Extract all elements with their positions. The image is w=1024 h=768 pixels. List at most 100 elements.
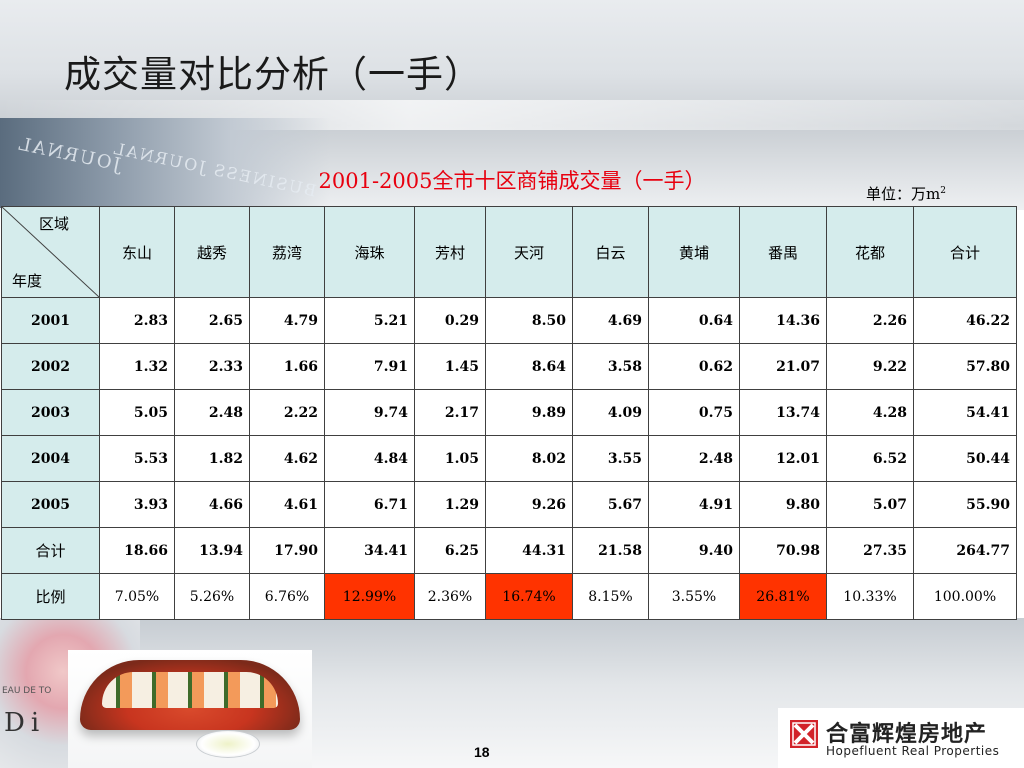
table-cell: 13.74 xyxy=(739,389,827,436)
table-cell: 1.29 xyxy=(414,481,486,528)
table-row: 比例 7.05% 5.26% 6.76% 12.99% 2.36% 16.74% 8.15% 3… xyxy=(1,573,1017,620)
row-header: 2003 xyxy=(1,389,100,436)
table-cell: 0.75 xyxy=(648,389,740,436)
column-header: 海珠 xyxy=(324,206,415,298)
corner-region-label: 区域 xyxy=(38,215,69,233)
table-row: 2005 3.93 4.66 4.61 6.71 1.29 9.26 5.67 4.91 9.80… xyxy=(1,481,1017,528)
table-cell: 4.62 xyxy=(249,435,325,482)
table-cell: 12.01 xyxy=(739,435,827,482)
page-number: 18 xyxy=(474,744,490,760)
table-row: 2001 2.83 2.65 4.79 5.21 0.29 8.50 4.69 0.64 14.3… xyxy=(1,297,1017,344)
table-cell: 21.58 xyxy=(572,527,649,574)
photo-caption-small: EAU DE TO xyxy=(2,686,52,696)
logo-english-name: Hopefluent Real Properties xyxy=(826,744,1000,758)
corner-diagonal-line xyxy=(2,207,99,297)
photo-caption-big: Di xyxy=(4,708,46,738)
table-cell: 5.05 xyxy=(99,389,175,436)
table-cell: 34.41 xyxy=(324,527,415,574)
table-cell: 5.07 xyxy=(826,481,914,528)
logo-chinese-name: 合富辉煌房地产 xyxy=(826,722,988,747)
corner-header-cell: 区域 年度 xyxy=(1,206,100,298)
table-cell: 1.32 xyxy=(99,343,175,390)
table-cell: 9.26 xyxy=(485,481,573,528)
table-row: 2003 5.05 2.48 2.22 9.74 2.17 9.89 4.09 0.75 13.7… xyxy=(1,389,1017,436)
table-cell: 5.67 xyxy=(572,481,649,528)
table-cell: 3.55 xyxy=(572,435,649,482)
sushi-photo-decoration xyxy=(68,650,312,768)
logo-x-icon xyxy=(790,720,818,748)
column-header: 天河 xyxy=(485,206,573,298)
table-cell: 27.35 xyxy=(826,527,914,574)
row-header: 2002 xyxy=(1,343,100,390)
table-cell: 0.62 xyxy=(648,343,740,390)
table-cell: 6.52 xyxy=(826,435,914,482)
company-logo: 合富辉煌房地产 Hopefluent Real Properties xyxy=(778,708,1024,768)
table-cell: 9.22 xyxy=(826,343,914,390)
table-cell: 2.22 xyxy=(249,389,325,436)
table-cell: 70.98 xyxy=(739,527,827,574)
table-cell: 10.33% xyxy=(826,573,914,620)
row-header: 2005 xyxy=(1,481,100,528)
column-header: 花都 xyxy=(826,206,914,298)
table-cell: 4.66 xyxy=(174,481,250,528)
table-cell: 2.17 xyxy=(414,389,486,436)
table-cell: 1.05 xyxy=(414,435,486,482)
table-cell: 14.36 xyxy=(739,297,827,344)
journal-photo-decoration: JOURNAL BUSINESS JOURNAL xyxy=(0,118,330,208)
column-header: 白云 xyxy=(572,206,649,298)
column-header: 东山 xyxy=(99,206,175,298)
logo-mark-icon xyxy=(790,720,818,748)
table-cell: 1.66 xyxy=(249,343,325,390)
column-header: 合计 xyxy=(913,206,1017,298)
row-header: 合计 xyxy=(1,527,100,574)
table-cell: 54.41 xyxy=(913,389,1017,436)
table-cell: 6.25 xyxy=(414,527,486,574)
table-cell: 0.64 xyxy=(648,297,740,344)
table-cell: 4.79 xyxy=(249,297,325,344)
table-cell: 2.33 xyxy=(174,343,250,390)
table-cell: 6.76% xyxy=(249,573,325,620)
table-header-row: 区域 年度 东山 越秀 荔湾 海珠 芳村 天河 白云 黄埔 番禺 花都 合计 xyxy=(1,206,1017,298)
table-cell-highlighted: 16.74% xyxy=(485,573,573,620)
sushi-tray-image xyxy=(80,660,300,730)
table-cell: 2.36% xyxy=(414,573,486,620)
table-cell: 6.71 xyxy=(324,481,415,528)
column-header: 荔湾 xyxy=(249,206,325,298)
table-cell: 21.07 xyxy=(739,343,827,390)
sauce-plate-image xyxy=(196,730,260,758)
table-cell: 4.91 xyxy=(648,481,740,528)
table-cell-highlighted: 12.99% xyxy=(324,573,415,620)
table-row: 2004 5.53 1.82 4.62 4.84 1.05 8.02 3.55 2.48 12.0… xyxy=(1,435,1017,482)
table-cell: 8.15% xyxy=(572,573,649,620)
table-cell: 2.83 xyxy=(99,297,175,344)
table-cell: 17.90 xyxy=(249,527,325,574)
row-header: 2004 xyxy=(1,435,100,482)
table-title: 2001-2005全市十区商铺成交量（一手） xyxy=(318,169,706,193)
corner-year-label: 年度 xyxy=(12,272,43,290)
table-cell: 4.84 xyxy=(324,435,415,482)
table-cell: 8.50 xyxy=(485,297,573,344)
table-cell: 4.61 xyxy=(249,481,325,528)
unit-label: 单位：万m2 xyxy=(866,183,946,204)
table-cell: 100.00% xyxy=(913,573,1017,620)
row-header: 2001 xyxy=(1,297,100,344)
table-cell: 2.26 xyxy=(826,297,914,344)
table-cell: 9.80 xyxy=(739,481,827,528)
table-cell: 8.64 xyxy=(485,343,573,390)
table-cell: 3.93 xyxy=(99,481,175,528)
table-cell: 9.40 xyxy=(648,527,740,574)
table-cell: 2.48 xyxy=(174,389,250,436)
column-header: 黄埔 xyxy=(648,206,740,298)
table-cell: 4.09 xyxy=(572,389,649,436)
table-cell: 7.91 xyxy=(324,343,415,390)
table-cell: 13.94 xyxy=(174,527,250,574)
table-cell: 0.29 xyxy=(414,297,486,344)
unit-superscript: 2 xyxy=(940,186,946,196)
table-cell: 50.44 xyxy=(913,435,1017,482)
table-cell: 18.66 xyxy=(99,527,175,574)
unit-text: 单位：万m xyxy=(866,185,941,203)
table-cell: 44.31 xyxy=(485,527,573,574)
sales-volume-table: 区域 年度 东山 越秀 荔湾 海珠 芳村 天河 白云 黄埔 番禺 花都 合计 2… xyxy=(1,206,1017,620)
column-header: 番禺 xyxy=(739,206,827,298)
table-cell: 1.45 xyxy=(414,343,486,390)
